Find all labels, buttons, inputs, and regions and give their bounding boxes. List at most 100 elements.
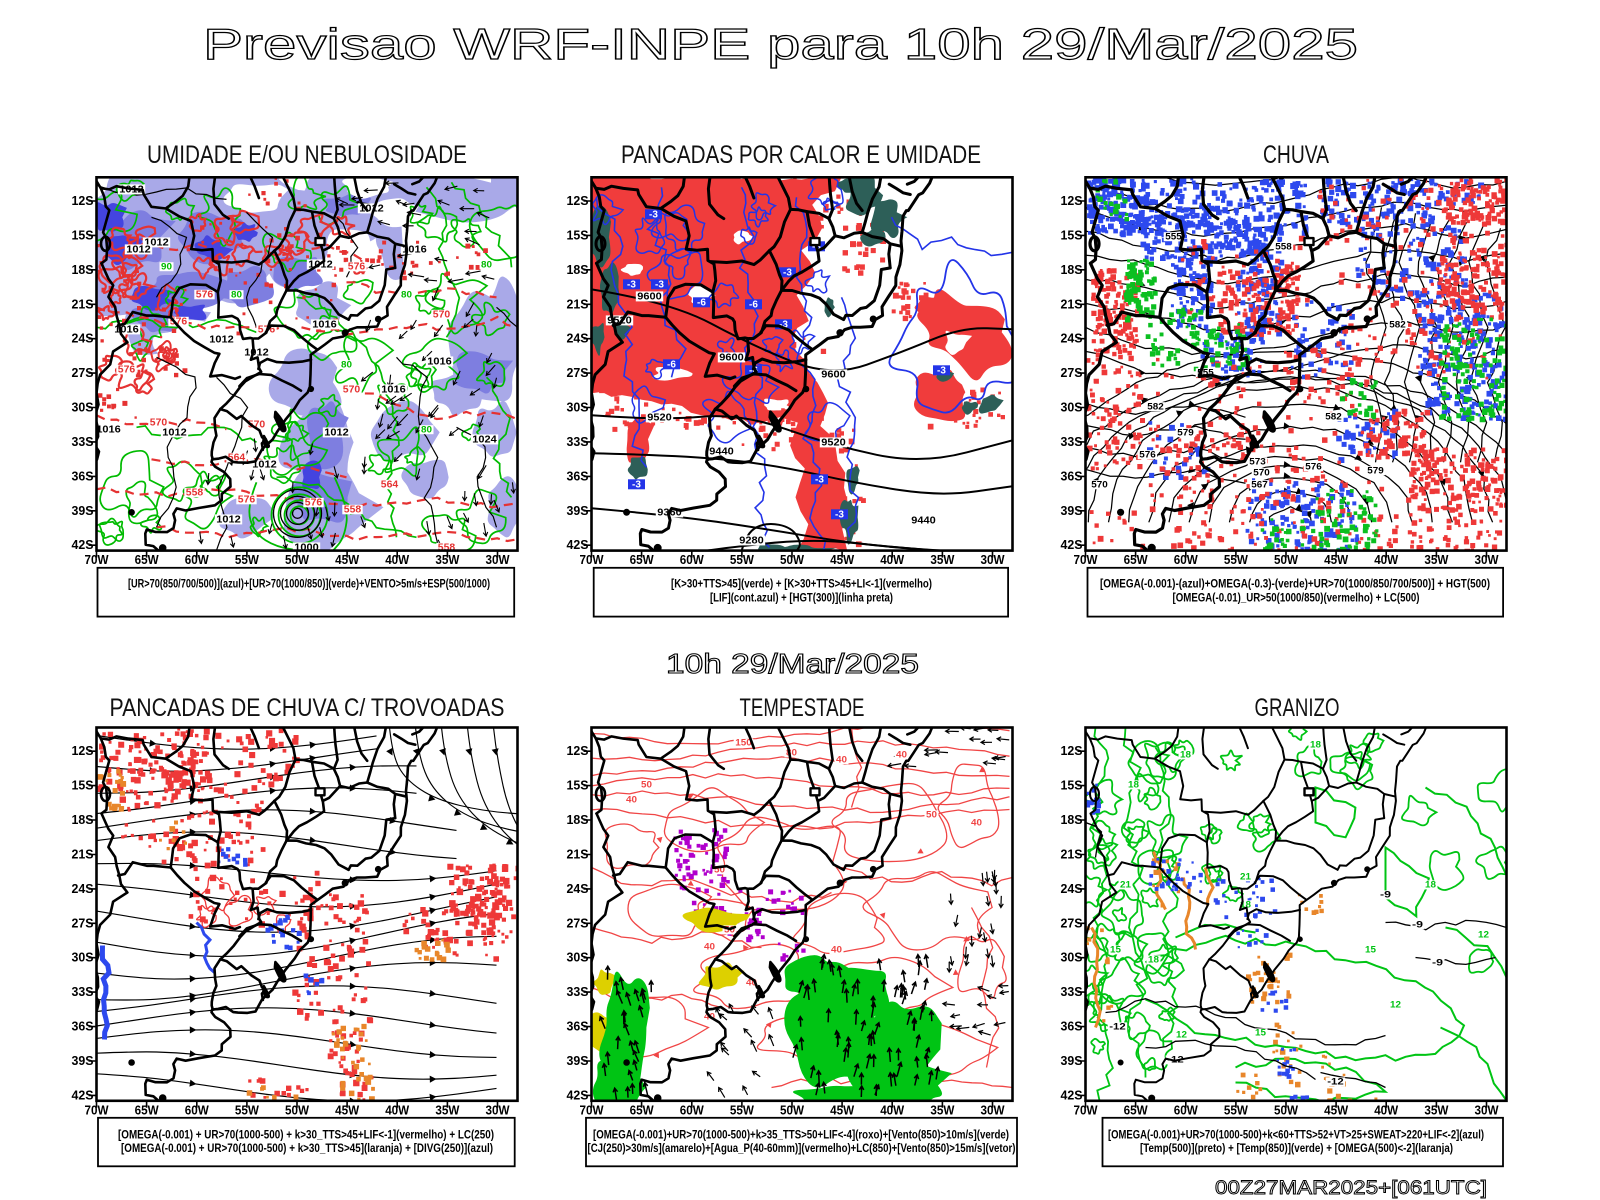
svg-text:55W: 55W	[1224, 552, 1249, 567]
svg-text:582: 582	[1325, 411, 1342, 422]
svg-text:CHUVA: CHUVA	[1263, 141, 1329, 169]
svg-text:65W: 65W	[135, 552, 160, 567]
svg-text:50: 50	[641, 780, 652, 791]
svg-text:50W: 50W	[780, 552, 805, 567]
svg-text:30W: 30W	[486, 1102, 511, 1117]
svg-text:30S: 30S	[1061, 950, 1083, 965]
svg-text:18S: 18S	[567, 812, 589, 827]
svg-text:1012: 1012	[162, 426, 187, 438]
svg-text:39S: 39S	[1061, 1053, 1083, 1068]
svg-text:1012: 1012	[252, 458, 277, 470]
svg-text:-9: -9	[1432, 958, 1443, 969]
svg-text:21: 21	[1240, 872, 1252, 883]
svg-text:582: 582	[1147, 401, 1164, 412]
svg-text:576: 576	[348, 261, 366, 272]
svg-text:[LIF](cont.azul) + [HGT(300)](: [LIF](cont.azul) + [HGT(300)](linha pret…	[710, 593, 893, 605]
svg-text:35W: 35W	[435, 552, 460, 567]
svg-text:40W: 40W	[1374, 1102, 1399, 1117]
svg-text:12: 12	[1390, 1000, 1401, 1011]
svg-text:-12: -12	[1109, 1022, 1126, 1033]
svg-text:564: 564	[228, 452, 246, 463]
svg-text:90: 90	[161, 261, 172, 272]
svg-text:42S: 42S	[72, 537, 94, 552]
svg-text:9440: 9440	[709, 445, 734, 457]
svg-text:24S: 24S	[567, 331, 589, 346]
svg-text:24S: 24S	[567, 881, 589, 896]
svg-text:40: 40	[746, 978, 757, 989]
svg-text:35W: 35W	[930, 552, 955, 567]
svg-text:9520: 9520	[647, 411, 672, 423]
svg-text:[UR>70(850/700/500)](azul)+[UR: [UR>70(850/700/500)](azul)+[UR>70(1000/8…	[128, 579, 490, 591]
svg-text:39S: 39S	[72, 1053, 94, 1068]
svg-text:45W: 45W	[1324, 1102, 1349, 1117]
svg-text:60W: 60W	[680, 552, 705, 567]
svg-text:70W: 70W	[1074, 552, 1099, 567]
svg-text:18S: 18S	[72, 812, 94, 827]
svg-text:558: 558	[186, 487, 204, 498]
svg-text:18: 18	[1425, 880, 1436, 891]
svg-text:Previsao WRF-INPE para 10h 29: Previsao WRF-INPE para 10h 29/Mar/2025	[203, 20, 1358, 69]
svg-text:-12: -12	[1327, 1077, 1344, 1088]
svg-text:10h 29/Mar/2025: 10h 29/Mar/2025	[666, 648, 919, 679]
svg-text:33S: 33S	[72, 984, 94, 999]
svg-text:35W: 35W	[1424, 1102, 1449, 1117]
svg-text:42S: 42S	[1061, 1087, 1083, 1102]
svg-text:30S: 30S	[567, 400, 589, 415]
svg-text:36S: 36S	[567, 468, 589, 483]
svg-text:15S: 15S	[1061, 778, 1083, 793]
svg-text:-6: -6	[749, 299, 758, 310]
svg-text:40: 40	[626, 795, 637, 806]
svg-text:150: 150	[735, 738, 752, 749]
svg-text:-3: -3	[937, 365, 946, 376]
svg-text:21S: 21S	[567, 296, 589, 311]
svg-text:70W: 70W	[580, 552, 605, 567]
svg-text:558: 558	[1275, 241, 1292, 252]
svg-text:558: 558	[344, 504, 362, 515]
svg-text:39S: 39S	[72, 503, 94, 518]
svg-text:40: 40	[896, 750, 907, 761]
svg-text:-3: -3	[632, 479, 641, 490]
svg-text:18S: 18S	[1061, 262, 1083, 277]
svg-text:18S: 18S	[1061, 812, 1083, 827]
svg-text:55W: 55W	[1224, 1102, 1249, 1117]
svg-text:42S: 42S	[567, 537, 589, 552]
svg-text:12S: 12S	[567, 743, 589, 758]
svg-text:1012: 1012	[209, 333, 234, 345]
svg-text:[OMEGA(-0.001)+UR>70(1000-500): [OMEGA(-0.001)+UR>70(1000-500)+k>35_TTS>…	[593, 1130, 1009, 1142]
svg-text:40: 40	[831, 945, 842, 956]
svg-text:40W: 40W	[385, 552, 410, 567]
svg-text:15: 15	[1365, 945, 1377, 956]
svg-text:570: 570	[248, 419, 266, 430]
svg-text:24S: 24S	[1061, 331, 1083, 346]
svg-text:45W: 45W	[335, 1102, 360, 1117]
svg-text:50W: 50W	[780, 1102, 805, 1117]
svg-text:-3: -3	[655, 279, 664, 290]
svg-text:18S: 18S	[72, 262, 94, 277]
svg-text:50W: 50W	[285, 1102, 310, 1117]
svg-text:30W: 30W	[1475, 1102, 1500, 1117]
svg-text:55W: 55W	[730, 552, 755, 567]
svg-text:50W: 50W	[1274, 552, 1299, 567]
svg-text:15S: 15S	[1061, 227, 1083, 242]
svg-text:-3: -3	[815, 474, 824, 485]
svg-text:-9: -9	[1380, 890, 1391, 901]
svg-text:27S: 27S	[72, 365, 94, 380]
svg-text:33S: 33S	[567, 984, 589, 999]
svg-text:40: 40	[836, 755, 847, 766]
svg-text:21S: 21S	[1061, 296, 1083, 311]
svg-text:576: 576	[118, 364, 136, 375]
svg-text:70W: 70W	[85, 1102, 110, 1117]
svg-text:18: 18	[1128, 780, 1139, 791]
svg-text:35W: 35W	[435, 1102, 460, 1117]
svg-text:15: 15	[1110, 945, 1122, 956]
svg-text:40W: 40W	[880, 552, 905, 567]
svg-text:9440: 9440	[911, 514, 936, 526]
svg-text:-9: -9	[1412, 920, 1423, 931]
svg-text:50W: 50W	[1274, 1102, 1299, 1117]
svg-text:570: 570	[1091, 479, 1108, 490]
svg-text:18: 18	[1240, 900, 1251, 911]
svg-text:39S: 39S	[1061, 503, 1083, 518]
svg-text:15S: 15S	[567, 778, 589, 793]
svg-text:576: 576	[1139, 449, 1156, 460]
svg-text:55W: 55W	[730, 1102, 755, 1117]
